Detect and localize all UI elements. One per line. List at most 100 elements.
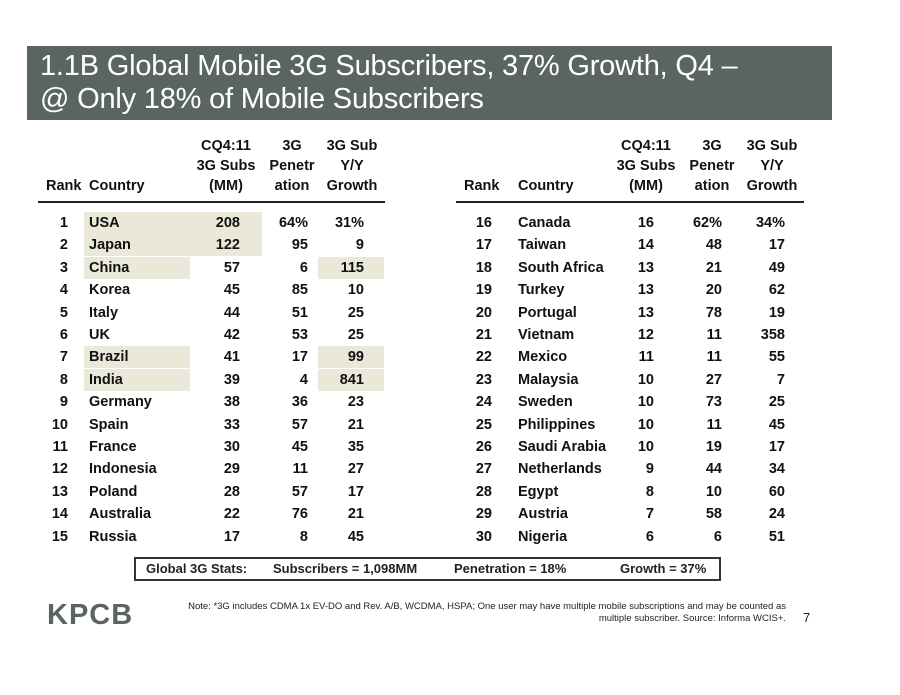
country-cell: Vietnam [518,327,575,343]
penetration-cell: 6 [713,528,722,545]
country-cell: Russia [89,528,137,545]
growth-header-line: Y/Y [760,158,784,174]
rank-cell: 9 [59,394,68,411]
growth-cell: 25 [768,394,785,411]
growth-header-line: 3G Sub [326,138,378,154]
penetration-cell: 64% [278,215,308,231]
country-cell: Malaysia [518,371,579,388]
subs-cell: 30 [223,439,240,455]
country-cell: Portugal [518,304,577,321]
growth-cell: 358 [760,327,785,343]
growth-header: 3G Sub Y/Y Growth [738,136,806,196]
growth-cell: 19 [768,304,785,321]
growth-cell: 51 [768,528,785,545]
subs-cell: 13 [637,282,654,299]
subs-cell: 29 [223,461,240,478]
penetration-cell: 57 [291,483,308,500]
subs-cell: 8 [645,483,654,500]
country-header: Country [518,178,574,194]
country-cell: Egypt [518,483,559,500]
subs-cell: 9 [645,461,654,478]
footnote-line: multiple subscriber. Source: Informa WCI… [598,613,786,624]
country-cell: China [84,256,190,279]
subs-cell: 7 [645,506,654,523]
rank-cell: 26 [475,439,492,455]
penetration-cell: 85 [291,282,308,299]
growth-cell: 17 [347,483,364,500]
penetration-cell: 4 [299,371,308,388]
penetration-cell: 73 [705,394,722,411]
page-title: 1.1B Global Mobile 3G Subscribers, 37% G… [40,50,830,116]
rank-cell: 16 [475,215,492,231]
penetration-cell: 57 [291,416,308,433]
subs-cell: 10 [637,394,654,411]
country-cell: Poland [89,483,138,500]
country-cell: Nigeria [518,528,568,545]
country-cell: Saudi Arabia [518,439,607,455]
penetration-header: 3G Penetr ation [682,136,742,196]
subs-header-line: 3G Subs [616,158,676,174]
pen-header-line: Penetr [689,158,735,174]
subs-cell: 33 [223,416,240,433]
penetration-header: 3G Penetr ation [262,136,322,196]
country-cell: Japan [84,234,190,257]
growth-cell: 25 [347,304,364,321]
country-cell: Canada [518,215,571,231]
growth-cell: 34 [768,461,785,478]
title-line-2: @ Only 18% of Mobile Subscribers [40,83,484,115]
subs-cell: 45 [223,282,240,299]
rank-cell: 10 [51,416,68,433]
rank-cell: 5 [59,304,68,321]
country-cell: Turkey [518,282,565,299]
country-cell: France [89,439,137,455]
country-cell: Brazil [84,346,190,369]
subs-header: CQ4:11 3G Subs (MM) [610,136,682,196]
pen-header-line: ation [694,178,730,194]
penetration-cell: 11 [706,349,722,366]
country-cell: Sweden [518,394,573,411]
country-cell: USA [84,212,190,234]
growth-cell: 9 [355,237,364,254]
subs-cell: 11 [638,349,654,366]
subs-cell: 22 [223,506,240,523]
subs-cell: 13 [637,259,654,276]
country-cell: Korea [89,282,131,299]
penetration-cell: 21 [705,259,722,276]
country-cell: Spain [89,416,129,433]
rank-cell: 22 [475,349,492,366]
penetration-cell: 6 [299,259,308,276]
growth-cell: 25 [347,327,364,343]
penetration-cell: 11 [706,327,722,343]
growth-cell: 27 [347,461,364,478]
stats-label: Global 3G Stats: [146,561,248,576]
penetration-cell: 45 [291,439,308,455]
rank-cell: 3 [59,259,68,276]
subs-cell: 12 [637,327,654,343]
subs-header-line: 3G Subs [196,158,256,174]
left-header-rule [38,201,385,203]
subs-cell: 14 [637,237,654,254]
rank-cell: 14 [51,506,68,523]
penetration-cell: 27 [705,371,722,388]
country-cell: South Africa [518,259,604,276]
subs-cell: 39 [223,371,240,388]
title-line-1: 1.1B Global Mobile 3G Subscribers, 37% G… [40,50,738,82]
rank-cell: 17 [475,237,492,254]
penetration-cell: 20 [705,282,722,299]
pen-header-line: 3G [702,138,722,154]
growth-header-line: 3G Sub [746,138,798,154]
subs-header-line: (MM) [209,178,243,194]
rank-cell: 1 [59,215,68,231]
growth-cell: 17 [768,237,785,254]
footnote: Note: *3G includes CDMA 1x EV-DO and Rev… [140,601,786,625]
penetration-cell: 76 [291,506,308,523]
penetration-cell: 8 [299,528,308,545]
growth-cell: 99 [318,346,384,369]
growth-cell: 45 [768,416,785,433]
penetration-cell: 58 [705,506,722,523]
subs-cell: 10 [637,371,654,388]
penetration-cell: 44 [705,461,722,478]
growth-cell: 31% [334,215,364,231]
growth-header-line: Growth [746,178,798,194]
rank-cell: 12 [51,461,68,478]
